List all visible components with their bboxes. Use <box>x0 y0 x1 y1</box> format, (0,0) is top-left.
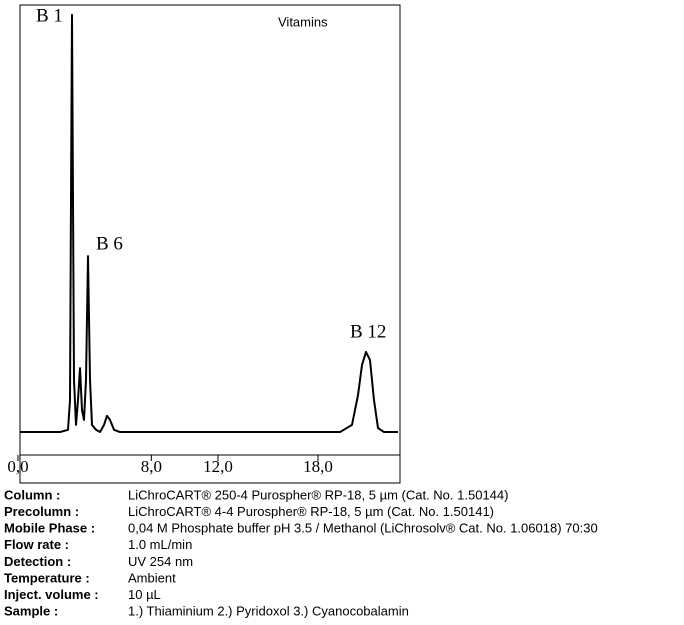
param-value: 0,04 M Phosphate buffer pH 3.5 / Methano… <box>128 521 598 536</box>
param-label: Temperature : <box>4 570 90 585</box>
param-value: 10 µL <box>128 587 161 602</box>
x-tick-label: 18,0 <box>303 457 333 476</box>
param-label: Precolumn : <box>4 504 79 519</box>
x-tick-label: 0,0 <box>7 457 28 476</box>
param-value: 1.0 mL/min <box>128 537 192 552</box>
x-tick-label: 12,0 <box>203 457 233 476</box>
param-value: Ambient <box>128 570 176 585</box>
param-value: 1.) Thiaminium 2.) Pyridoxol 3.) Cyanoco… <box>128 604 409 619</box>
plot-frame <box>19 4 401 484</box>
param-value: UV 254 nm <box>128 554 193 569</box>
param-value: LiChroCART® 250-4 Purospher® RP-18, 5 µm… <box>128 487 508 502</box>
param-label: Flow rate : <box>4 537 69 552</box>
peak-label: B 1 <box>36 5 63 26</box>
param-label: Sample : <box>4 604 58 619</box>
param-label: Detection : <box>4 554 71 569</box>
trace <box>20 13 398 434</box>
peak-label: B 12 <box>350 321 386 342</box>
chart-title: Vitamins <box>278 14 328 29</box>
param-label: Mobile Phase : <box>4 521 95 536</box>
param-label: Inject. volume : <box>4 587 99 602</box>
x-tick-label: 8,0 <box>141 457 162 476</box>
param-value: LiChroCART® 4-4 Purospher® RP-18, 5 µm (… <box>128 504 494 519</box>
param-label: Column : <box>4 487 60 502</box>
peak-label: B 6 <box>96 233 123 254</box>
